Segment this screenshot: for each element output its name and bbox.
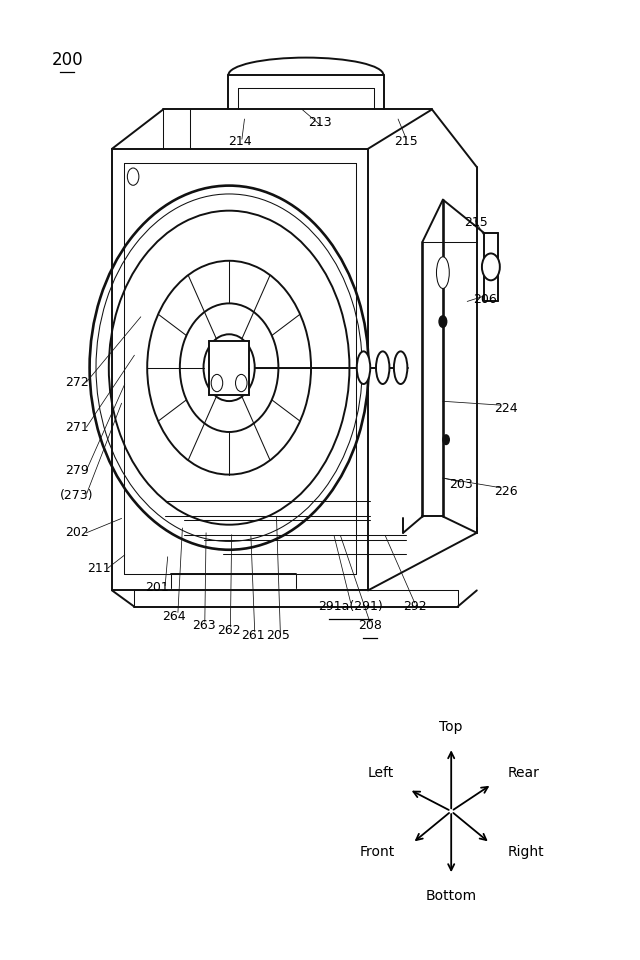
Text: 200: 200: [51, 51, 83, 68]
Circle shape: [482, 253, 500, 280]
Text: 213: 213: [308, 116, 332, 130]
Text: 261: 261: [241, 629, 264, 642]
Text: Top: Top: [440, 720, 463, 733]
Ellipse shape: [394, 351, 408, 384]
Text: 263: 263: [192, 619, 215, 633]
Text: 215: 215: [463, 216, 488, 229]
Circle shape: [211, 374, 223, 392]
Text: (273): (273): [60, 489, 93, 502]
Text: 271: 271: [65, 420, 89, 434]
Text: 202: 202: [65, 526, 89, 540]
Bar: [209, 341, 249, 395]
Text: 264: 264: [163, 610, 186, 623]
Circle shape: [127, 168, 139, 185]
Text: Right: Right: [508, 845, 544, 858]
Text: 262: 262: [218, 624, 241, 637]
Circle shape: [439, 316, 447, 327]
Text: 203: 203: [449, 478, 473, 492]
Text: 205: 205: [266, 629, 291, 642]
Text: 226: 226: [494, 485, 517, 498]
Text: 224: 224: [494, 401, 517, 415]
Circle shape: [236, 374, 247, 392]
Ellipse shape: [376, 351, 389, 384]
Text: 291a(291): 291a(291): [318, 600, 383, 613]
Text: 279: 279: [65, 464, 89, 477]
Text: 272: 272: [65, 375, 89, 389]
Text: 215: 215: [394, 134, 419, 148]
Circle shape: [443, 435, 449, 444]
Text: 211: 211: [88, 562, 111, 575]
Text: Left: Left: [367, 766, 394, 780]
Text: Bottom: Bottom: [426, 889, 477, 902]
Text: 214: 214: [228, 134, 252, 148]
Text: 206: 206: [473, 293, 497, 306]
Text: 208: 208: [358, 619, 382, 633]
Ellipse shape: [436, 256, 449, 288]
Text: 201: 201: [145, 581, 169, 594]
Ellipse shape: [357, 351, 370, 384]
Text: Front: Front: [360, 845, 395, 858]
Text: 292: 292: [403, 600, 426, 613]
Text: Rear: Rear: [508, 766, 540, 780]
